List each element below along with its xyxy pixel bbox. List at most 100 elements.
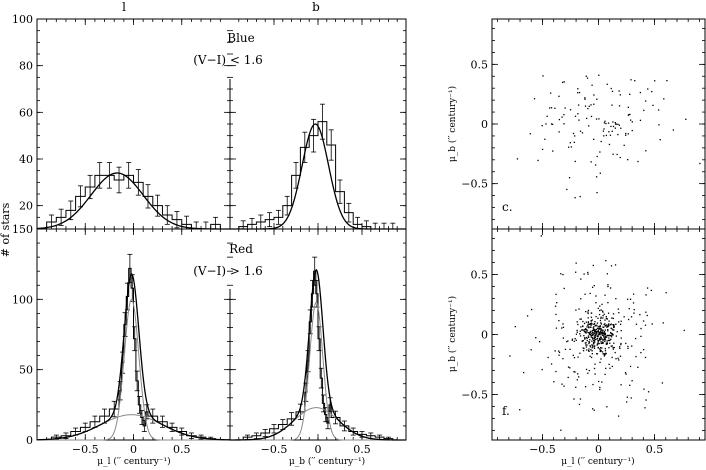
blue-l-histogram xyxy=(36,162,231,230)
scatter-point xyxy=(599,349,602,351)
scatter-point xyxy=(597,330,599,332)
scatter-point xyxy=(603,332,605,334)
scatter-point xyxy=(643,109,645,112)
scatter-point xyxy=(558,351,561,354)
scatter-point xyxy=(620,342,622,345)
scatter-point xyxy=(617,321,620,323)
scatter-point xyxy=(587,326,590,328)
scatter-point xyxy=(577,113,579,115)
scatter-point xyxy=(610,331,612,334)
scatter-point xyxy=(628,113,630,116)
scatter-point xyxy=(588,341,590,343)
scatter-point xyxy=(575,262,577,264)
scatter-point xyxy=(579,333,581,335)
scatter-point xyxy=(617,415,620,417)
scatter-point xyxy=(598,339,600,341)
scatter-point xyxy=(619,323,622,325)
scatter-point xyxy=(597,341,599,343)
scatter-point xyxy=(586,339,588,342)
scatter-point xyxy=(549,92,552,94)
x-tick-label: −0.5 xyxy=(261,443,288,456)
scatter-point xyxy=(588,105,590,107)
y-tick-label: 0.5 xyxy=(471,58,489,71)
scatter-point xyxy=(610,345,612,347)
scatter-point xyxy=(665,292,667,294)
scatter-point xyxy=(631,345,633,347)
scatter-point xyxy=(558,95,560,97)
scatter-point xyxy=(625,132,627,135)
scatter-point xyxy=(585,310,587,313)
scatter-point xyxy=(569,109,572,111)
scatter-point xyxy=(627,345,629,348)
scatter-point xyxy=(573,371,575,373)
scatter-f-label: f. xyxy=(502,404,510,418)
scatter-point xyxy=(651,90,653,93)
scatter-point xyxy=(605,134,608,137)
scatter-point xyxy=(614,127,616,129)
scatter-point xyxy=(604,347,607,350)
scatter-point xyxy=(606,273,609,275)
scatter-point xyxy=(612,333,614,335)
scatter-point xyxy=(555,370,557,373)
scatter-point xyxy=(561,81,564,84)
scatter-point xyxy=(608,363,610,366)
scatter-point xyxy=(579,352,581,354)
scatter-point xyxy=(605,343,608,345)
scatter-point xyxy=(590,356,593,359)
scatter-point xyxy=(594,336,596,339)
scatter-point xyxy=(604,323,606,325)
scatter-point xyxy=(618,105,621,107)
scatter-point xyxy=(588,327,590,329)
scatter-point xyxy=(590,349,592,351)
scatter-point xyxy=(577,104,580,106)
scatter-point xyxy=(589,333,591,336)
scatter-point xyxy=(576,379,578,381)
scatter-point xyxy=(590,115,593,118)
scatter-point xyxy=(630,79,632,81)
x-tick-label: 0.5 xyxy=(646,443,664,456)
scatter-point xyxy=(600,329,602,332)
scatter-point xyxy=(627,133,629,135)
scatter-point xyxy=(600,341,602,343)
scatter-point xyxy=(589,323,592,325)
scatter-point xyxy=(610,87,612,90)
scatter-point xyxy=(593,347,596,349)
scatter-point xyxy=(625,401,628,403)
scatter-point xyxy=(651,323,653,325)
scatter-point xyxy=(610,125,612,128)
scatter-point xyxy=(593,328,595,330)
x-tick-label: 0 xyxy=(315,443,322,456)
scatter-point xyxy=(542,75,544,77)
scatter-point xyxy=(601,334,604,336)
y-tick-label: 0.5 xyxy=(471,269,489,282)
scatter-point xyxy=(509,355,511,357)
scatter-point xyxy=(582,339,584,342)
scatter-point xyxy=(629,113,631,116)
scatter-point xyxy=(589,331,591,333)
scatter-point xyxy=(592,331,594,334)
scatter-point xyxy=(600,327,602,330)
scatter-point xyxy=(603,122,606,124)
scatter-point xyxy=(553,381,555,383)
y-tick-label: 50 xyxy=(19,364,33,377)
scatter-point xyxy=(661,382,664,384)
scatter-point xyxy=(574,115,577,117)
scatter-point xyxy=(591,330,594,332)
scatter-point xyxy=(601,303,603,306)
scatter-point xyxy=(583,322,586,325)
scatter-point xyxy=(595,325,597,327)
scatter-point xyxy=(587,273,589,275)
scatter-point xyxy=(617,357,619,359)
scatter-point xyxy=(609,339,611,341)
scatter-point xyxy=(567,366,570,368)
scatter-point xyxy=(576,331,578,333)
scatter-point xyxy=(599,361,601,364)
scatter-point xyxy=(587,372,589,374)
scatter-point xyxy=(555,313,557,316)
scatter-point xyxy=(546,115,548,117)
x-tick-label: 0.5 xyxy=(173,443,191,456)
scatter-point xyxy=(597,335,599,337)
hist-b-xlabel: μ_b (′′ century⁻¹) xyxy=(289,456,365,467)
scatter-point xyxy=(608,346,610,349)
scatter-point xyxy=(630,397,632,399)
